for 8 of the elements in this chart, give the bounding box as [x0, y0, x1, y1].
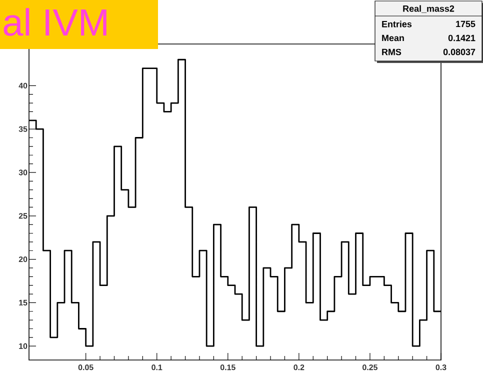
text: 0.1421 — [448, 34, 476, 42]
text: Entries — [382, 20, 412, 28]
annotation: RMS — [382, 48, 402, 56]
text: Real_mass2 — [403, 5, 454, 13]
text: Mean — [382, 34, 404, 42]
text: 0.08037 — [443, 48, 476, 56]
chart-title: al IVM — [4, 8, 106, 36]
text: 1755 — [456, 20, 476, 28]
